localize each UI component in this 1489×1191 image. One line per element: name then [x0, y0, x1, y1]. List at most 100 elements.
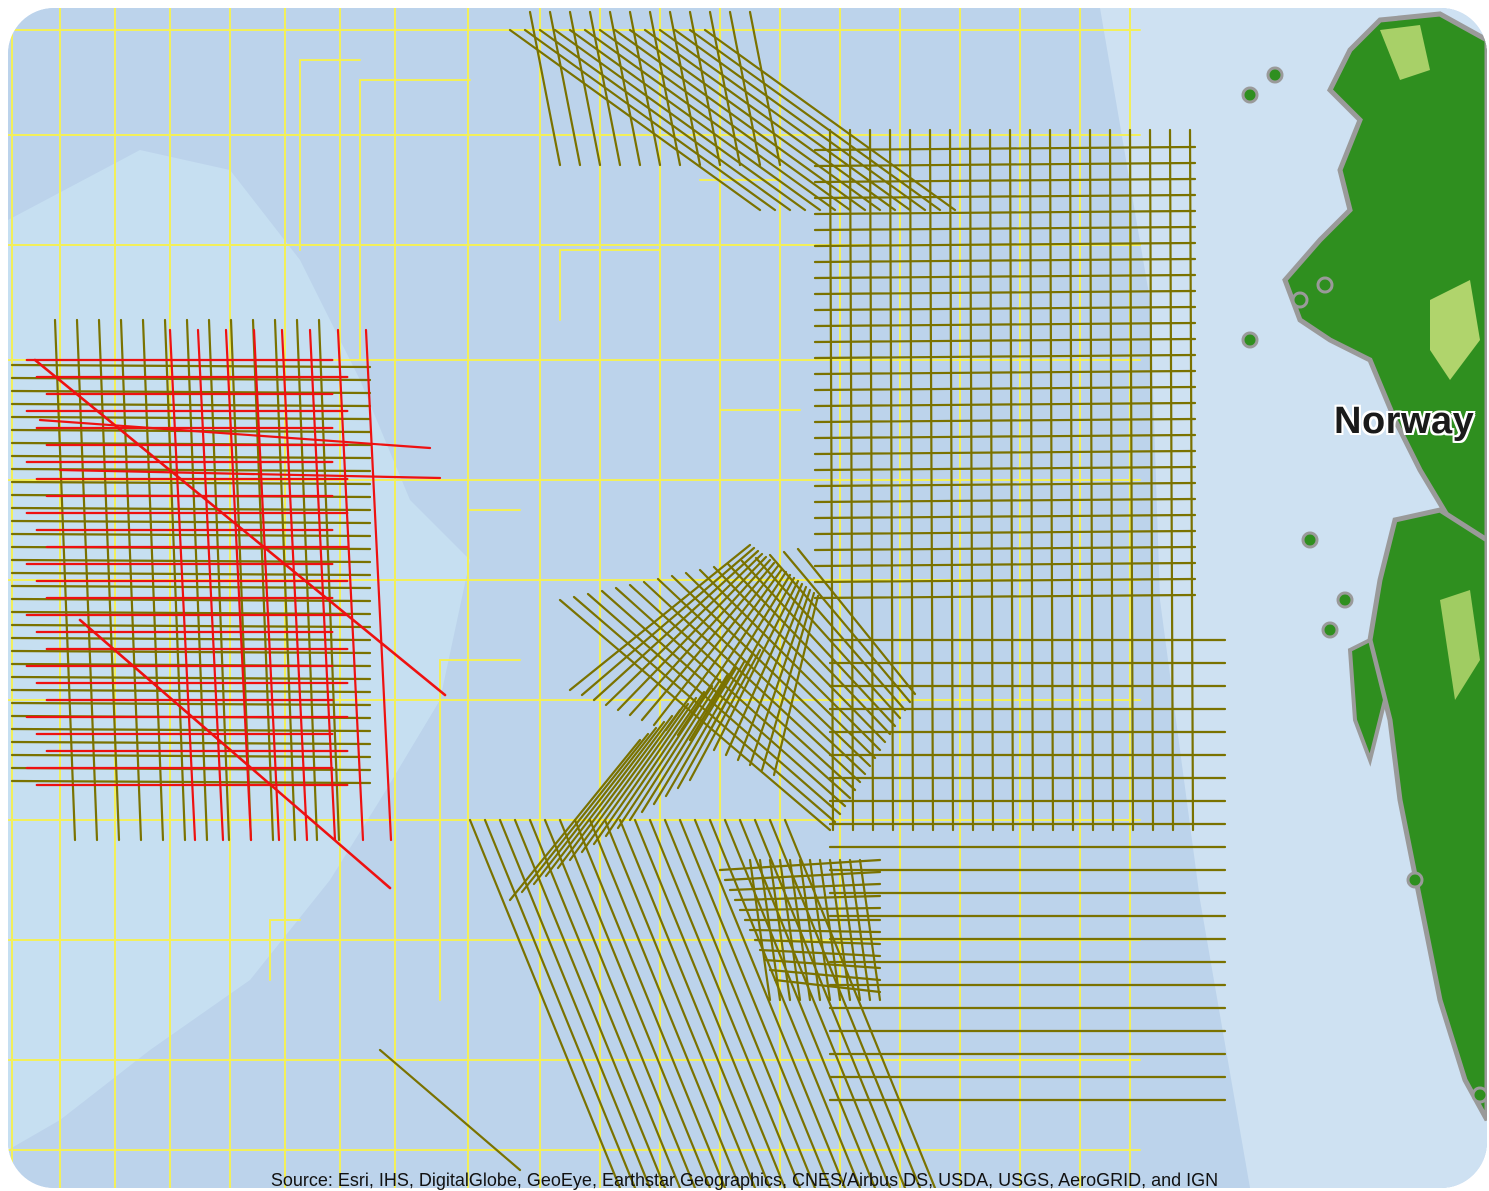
island [1316, 276, 1334, 294]
map-view[interactable]: Norway [8, 8, 1487, 1188]
survey-line [616, 555, 768, 712]
survey-line [568, 10, 602, 167]
land-highlight [1440, 590, 1480, 700]
survey-line [10, 610, 372, 616]
survey-line [618, 818, 772, 1188]
island [1241, 331, 1259, 349]
survey-line [652, 666, 738, 806]
survey-line [628, 678, 722, 822]
land-norway-north [1282, 11, 1487, 564]
survey-line [508, 738, 642, 902]
survey-line [813, 257, 1197, 264]
survey-line [580, 546, 756, 697]
survey-line [580, 702, 690, 854]
survey-line [508, 28, 762, 212]
survey-line [688, 648, 762, 782]
highlighted-survey-line [336, 328, 365, 842]
survey-line [523, 28, 777, 212]
survey-line [693, 818, 847, 1188]
survey-line [673, 28, 927, 212]
survey-line [798, 858, 822, 1002]
survey-line [628, 583, 857, 792]
survey-line [10, 376, 372, 382]
survey-line [640, 672, 730, 814]
survey-line [558, 818, 712, 1188]
survey-line [968, 128, 975, 832]
survey-line [888, 128, 895, 832]
land-highlight [1430, 280, 1480, 380]
survey-line [678, 818, 832, 1188]
highlighted-survey-line [280, 328, 309, 842]
survey-line [796, 547, 917, 696]
island [1336, 591, 1354, 609]
survey-line [828, 128, 835, 832]
survey-line [828, 858, 852, 1002]
survey-line [10, 597, 372, 603]
survey-line [1028, 128, 1035, 832]
highlighted-survey-line [78, 618, 392, 890]
survey-line [573, 818, 727, 1188]
map-attribution: Source: Esri, IHS, DigitalGlobe, GeoEye,… [270, 1170, 1219, 1190]
survey-line [813, 241, 1197, 248]
survey-line [758, 858, 782, 1002]
coastline-layer [1241, 11, 1487, 1122]
survey-line [553, 28, 807, 212]
island [1241, 86, 1259, 104]
survey-line [10, 623, 372, 629]
survey-line [532, 726, 658, 886]
survey-line [583, 28, 837, 212]
highlighted-survey-line [196, 328, 225, 842]
island [1471, 1086, 1487, 1104]
survey-line [568, 543, 752, 692]
survey-line [10, 454, 372, 460]
survey-line [1088, 128, 1095, 832]
highlighted-survey-line [224, 328, 253, 842]
survey-line [643, 28, 897, 212]
survey-line [748, 588, 812, 767]
survey-line [760, 591, 816, 772]
survey-line [728, 10, 762, 167]
highlighted-survey-line [364, 328, 393, 842]
survey-line [988, 128, 995, 832]
survey-line [858, 858, 882, 1002]
survey-line [548, 10, 582, 167]
survey-line [538, 28, 792, 212]
survey-line [838, 858, 862, 1002]
survey-line [1148, 128, 1155, 832]
survey-line [738, 818, 892, 1188]
survey-line [544, 720, 666, 878]
survey-line [10, 363, 372, 369]
survey-line [604, 690, 706, 838]
survey-line [1008, 128, 1015, 832]
survey-line [754, 556, 902, 720]
map-canvas[interactable] [8, 8, 1487, 1188]
survey-line [1128, 128, 1135, 832]
survey-line [10, 519, 372, 525]
survey-line [768, 818, 922, 1188]
survey-line [603, 818, 757, 1188]
survey-line [556, 714, 674, 870]
survey-line [528, 10, 562, 167]
survey-line [664, 660, 746, 798]
survey-line [568, 28, 822, 212]
survey-line [592, 549, 760, 702]
survey-line [813, 225, 1197, 232]
survey-line [10, 584, 372, 590]
island [1406, 871, 1424, 889]
survey-line [772, 594, 820, 777]
survey-line [558, 598, 832, 832]
survey-line [712, 565, 887, 744]
survey-line [513, 818, 667, 1188]
survey-line [608, 10, 642, 167]
island [1321, 621, 1339, 639]
survey-line [748, 858, 772, 1002]
survey-line [628, 28, 882, 212]
survey-line [664, 567, 784, 732]
country-label: Norway [1334, 400, 1475, 442]
survey-line [572, 595, 837, 824]
survey-line [748, 10, 782, 167]
highlighted-survey-lines [25, 328, 447, 890]
survey-line [592, 696, 698, 846]
survey-line [1068, 128, 1075, 832]
survey-line [753, 818, 907, 1188]
